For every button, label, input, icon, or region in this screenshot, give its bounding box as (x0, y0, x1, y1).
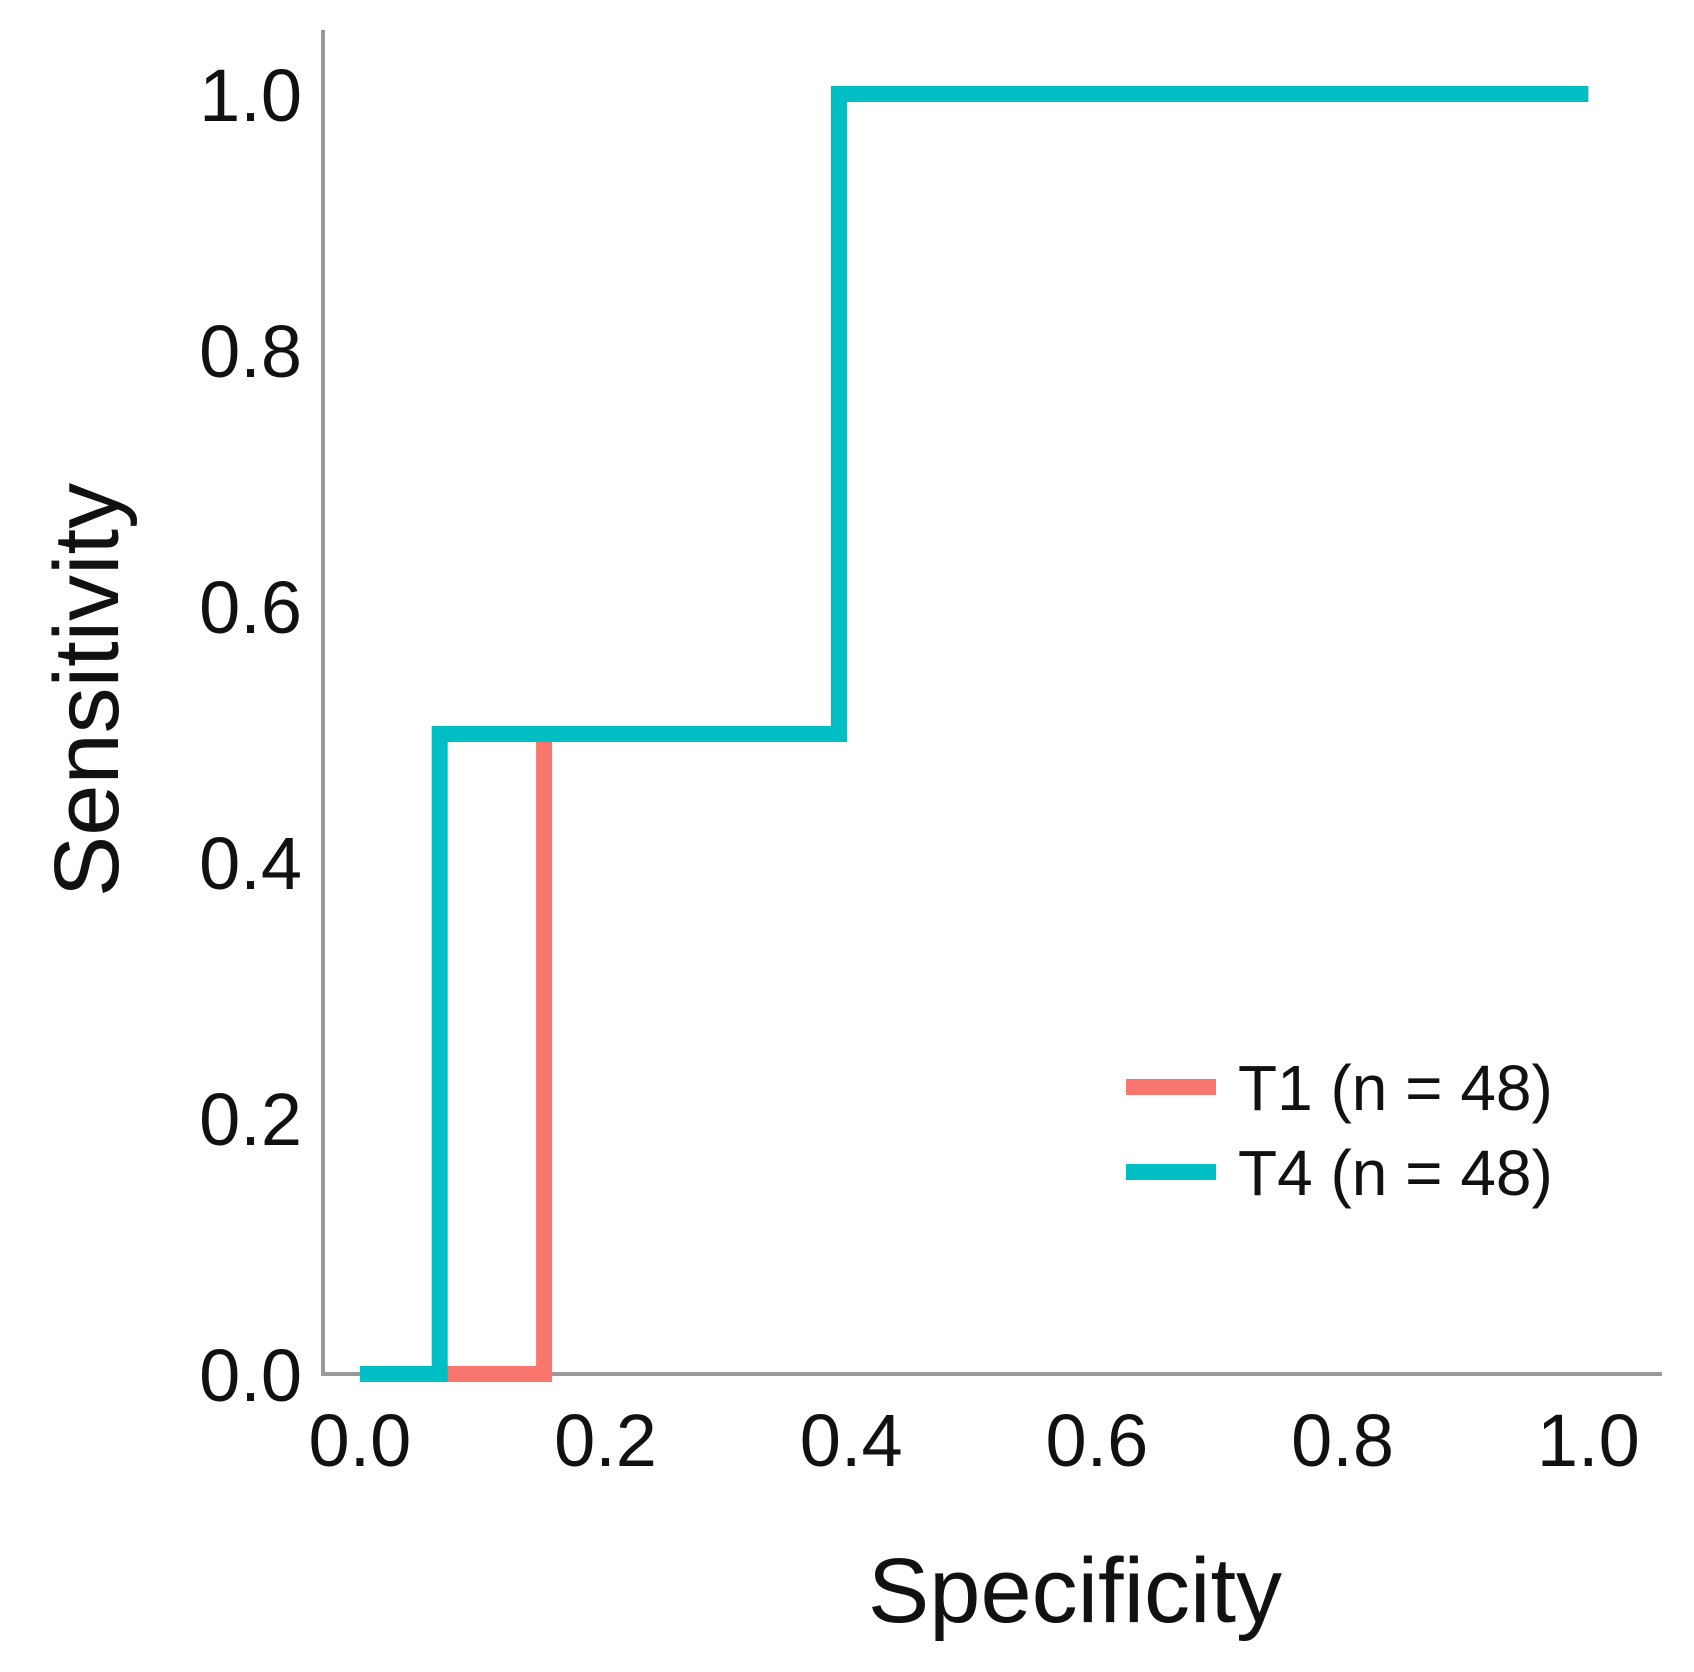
x-tick-label: 0.2 (554, 1399, 657, 1482)
x-tick-label: 1.0 (1537, 1399, 1640, 1482)
y-tick-label: 0.2 (199, 1078, 302, 1161)
y-axis-title: Sensitivity (36, 483, 138, 897)
x-tick-label: 0.4 (800, 1399, 903, 1482)
y-tick-label: 0.0 (199, 1334, 302, 1417)
x-tick-label: 0.6 (1045, 1399, 1148, 1482)
legend: T1 (n = 48) T4 (n = 48) (1126, 1052, 1553, 1209)
x-axis-title: Specificity (868, 1540, 1282, 1642)
series-line-t4 (359, 86, 1589, 1382)
y-tick-label: 0.8 (199, 310, 302, 393)
tick-labels: 0.0 0.2 0.4 0.6 0.8 1.0 0.0 0.2 0.4 0.6 0.8 1.0 (199, 54, 1640, 1482)
y-tick-label: 1.0 (199, 54, 302, 137)
legend-label-t1: T1 (n = 48) (1238, 1052, 1553, 1124)
series-lines (359, 86, 1589, 1382)
y-tick-label: 0.4 (199, 822, 302, 905)
x-tick-label: 0.8 (1291, 1399, 1394, 1482)
x-tick-label: 0.0 (308, 1399, 411, 1482)
legend-label-t4: T4 (n = 48) (1238, 1137, 1553, 1209)
y-tick-label: 0.6 (199, 566, 302, 649)
